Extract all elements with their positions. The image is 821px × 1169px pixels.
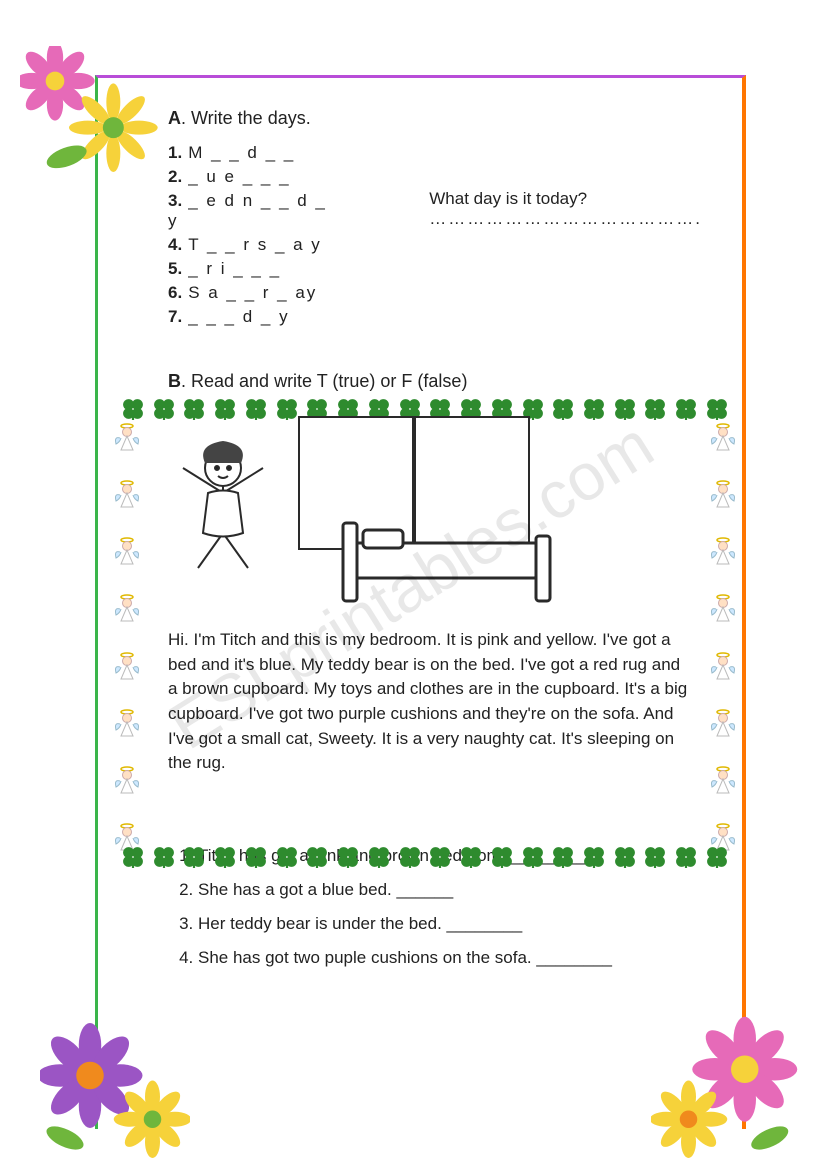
angel-border-right (710, 422, 736, 852)
section-a-letter: A (168, 108, 181, 128)
clover-border-bottom (118, 846, 732, 868)
today-answer-line[interactable]: ……………………………………. (429, 209, 702, 229)
flower-bottom-right (651, 1013, 801, 1163)
today-label: What day is it today? (429, 189, 702, 209)
section-b-title-text: . Read and write T (true) or F (false) (181, 371, 467, 391)
days-list: 1.M _ _ d _ _ 2._ u e _ _ _ 3._ e d n _ … (168, 139, 339, 331)
section-a-title: A. Write the days. (168, 108, 702, 129)
section-b-letter: B (168, 371, 181, 391)
question-item[interactable]: Her teddy bear is under the bed. _______… (198, 914, 702, 934)
page-frame: A. Write the days. 1.M _ _ d _ _ 2._ u e… (95, 75, 746, 1129)
day-item: 4.T _ _ r s _ a y (168, 235, 339, 255)
question-item[interactable]: She has a got a blue bed. ______ (198, 880, 702, 900)
section-b: B. Read and write T (true) or F (false) (168, 371, 702, 968)
day-item: 5._ r i _ _ _ (168, 259, 339, 279)
section-a: A. Write the days. 1.M _ _ d _ _ 2._ u e… (168, 108, 702, 331)
day-item: 2._ u e _ _ _ (168, 167, 339, 187)
section-b-title: B. Read and write T (true) or F (false) (168, 371, 702, 392)
question-item[interactable]: She has got two puple cushions on the so… (198, 948, 702, 968)
section-a-title-text: . Write the days. (181, 108, 311, 128)
flower-top-left (20, 46, 160, 186)
today-question: What day is it today? ……………………………………. (429, 189, 702, 229)
bed-icon (338, 518, 558, 608)
day-item: 3._ e d n _ _ d _ y (168, 191, 339, 231)
girl-icon (168, 438, 278, 578)
day-item: 6.S a _ _ r _ ay (168, 283, 339, 303)
story-paragraph: Hi. I'm Titch and this is my bedroom. It… (168, 628, 692, 776)
flower-icon (20, 46, 95, 121)
day-item: 1.M _ _ d _ _ (168, 143, 339, 163)
day-item: 7._ _ _ d _ y (168, 307, 339, 327)
illustration-panel (118, 398, 732, 608)
flower-bottom-left (40, 1013, 190, 1163)
angel-border-left (114, 422, 140, 852)
